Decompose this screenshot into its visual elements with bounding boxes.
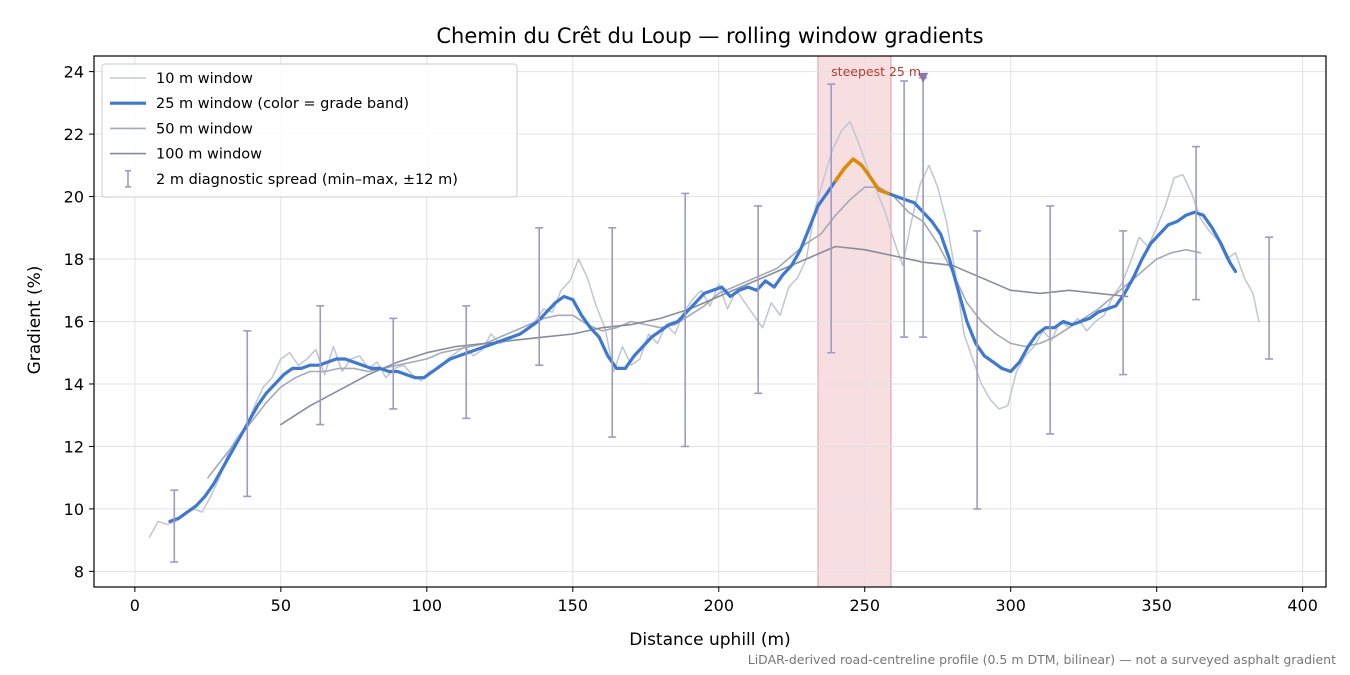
error-bar bbox=[973, 230, 982, 510]
error-bar bbox=[1192, 145, 1201, 301]
y-tick-label: 10 bbox=[64, 500, 84, 519]
legend-50m: 50 m window bbox=[110, 121, 253, 137]
plot-area: steepest 25 m 0 50 100 150 200 250 300 350 400 8 10… bbox=[64, 55, 1327, 615]
error-bar bbox=[1046, 205, 1055, 435]
chart-title: Chemin du Crêt du Loup — rolling window … bbox=[436, 24, 983, 48]
x-axis-label: Distance uphill (m) bbox=[629, 630, 790, 650]
x-tick-label: 300 bbox=[995, 596, 1026, 615]
y-tick-label: 8 bbox=[74, 562, 84, 581]
steepest-marker bbox=[918, 72, 929, 83]
y-tick-label: 24 bbox=[64, 63, 84, 82]
series-25m-steep-segment bbox=[833, 157, 890, 196]
legend-label: 100 m window bbox=[156, 147, 262, 163]
steepest-label: steepest 25 m bbox=[831, 64, 921, 79]
legend-100m: 100 m window bbox=[110, 147, 262, 163]
legend-label: 10 m window bbox=[156, 71, 253, 87]
error-bar bbox=[389, 317, 398, 410]
series-100m-line bbox=[280, 245, 1129, 426]
y-axis-label: Gradient (%) bbox=[25, 266, 45, 375]
footnote: LiDAR-derived road-centreline profile (0… bbox=[748, 652, 1336, 667]
x-tick-label: 200 bbox=[703, 596, 734, 615]
error-bar bbox=[1265, 236, 1274, 360]
y-tick-label: 18 bbox=[64, 250, 84, 269]
legend-25m: 25 m window (color = grade band) bbox=[110, 96, 409, 112]
legend-box bbox=[101, 63, 518, 198]
legend-label: 25 m window (color = grade band) bbox=[156, 96, 409, 112]
x-tick-label: 350 bbox=[1141, 596, 1172, 615]
error-bar bbox=[243, 330, 252, 498]
y-tick-label: 20 bbox=[64, 188, 84, 207]
y-tick-label: 12 bbox=[64, 437, 84, 456]
legend-errorbar: 2 m diagnostic spread (min–max, ±12 m) bbox=[125, 170, 458, 188]
legend-10m: 10 m window bbox=[110, 71, 253, 87]
x-tick-label: 50 bbox=[271, 596, 291, 615]
y-tick-label: 16 bbox=[64, 313, 84, 332]
error-bar bbox=[827, 83, 836, 354]
error-bar bbox=[900, 80, 909, 338]
x-tick-label: 0 bbox=[130, 596, 140, 615]
series-10m-line bbox=[148, 120, 1260, 538]
x-tick-label: 250 bbox=[849, 596, 880, 615]
error-bar bbox=[316, 305, 325, 426]
series-25m-line bbox=[168, 157, 1238, 523]
error-bar bbox=[535, 226, 544, 367]
error-bar bbox=[681, 192, 690, 448]
error-bar bbox=[462, 305, 471, 420]
legend-label: 2 m diagnostic spread (min–max, ±12 m) bbox=[156, 172, 458, 188]
x-tick-label: 150 bbox=[558, 596, 589, 615]
y-tick-label: 22 bbox=[64, 125, 84, 144]
x-tick-label: 400 bbox=[1287, 596, 1318, 615]
series-50m-line bbox=[207, 186, 1202, 479]
error-bar bbox=[754, 205, 763, 395]
legend: 10 m window 25 m window (color = grade ba… bbox=[101, 63, 518, 198]
error-bar bbox=[608, 226, 617, 438]
error-bar bbox=[170, 489, 179, 563]
legend-label: 50 m window bbox=[156, 121, 253, 137]
x-tick-label: 100 bbox=[412, 596, 443, 615]
y-tick-label: 14 bbox=[64, 375, 84, 394]
error-bar bbox=[1119, 230, 1128, 376]
